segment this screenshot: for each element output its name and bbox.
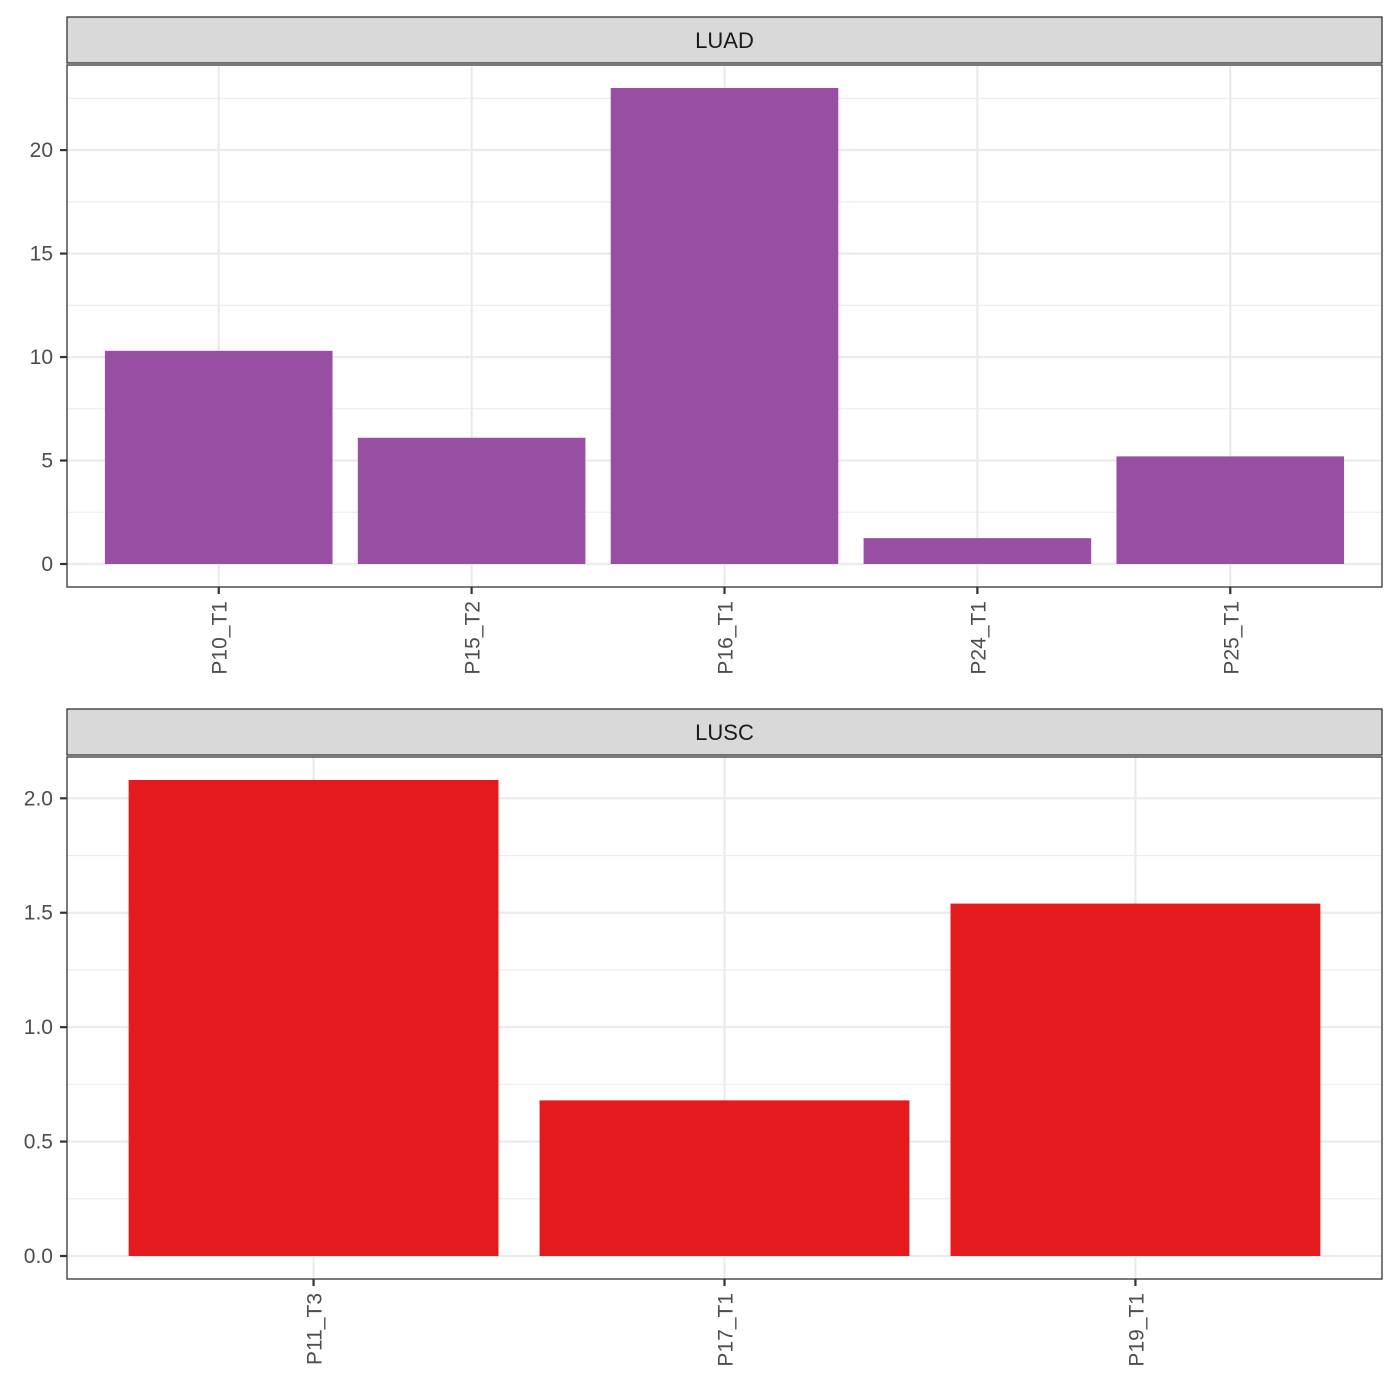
y-tick-label: 1.0: [24, 1016, 53, 1039]
y-tick-label: 0: [41, 553, 53, 576]
y-tick-label: 5: [41, 450, 53, 473]
bar-p19-t1: [950, 903, 1321, 1256]
facet-strip: [66, 708, 1383, 756]
x-tick-label: P15_T2: [462, 601, 485, 675]
facet-strip-label: LUSC: [695, 720, 754, 745]
x-tick-label: P17_T1: [715, 1293, 738, 1367]
facet-strip: [66, 16, 1383, 64]
bar-p25-t1: [1116, 456, 1345, 564]
x-tick-label: P24_T1: [967, 601, 990, 675]
facet-luad: LUAD 0 5 10 15 20 P10_T1 P15_T2 P16_T1 P24_T1 P25_…: [30, 16, 1383, 675]
x-tick-label: P11_T3: [304, 1293, 327, 1365]
x-tick-label: P16_T1: [715, 601, 738, 675]
y-tick-label: 1.5: [24, 902, 53, 925]
bar-p15-t2: [357, 437, 586, 564]
x-tick-label: P25_T1: [1220, 601, 1243, 675]
y-tick-label: 2.0: [24, 787, 53, 810]
y-tick-label: 0.5: [24, 1131, 53, 1154]
bar-p17-t1: [539, 1100, 910, 1256]
facet-lusc: LUSC 0.0 0.5 1.0 1.5 2.0 P11_T3 P17_T1 P19_T1: [24, 708, 1383, 1367]
bar-p11-t3: [128, 780, 499, 1256]
y-tick-label: 15: [30, 243, 53, 266]
y-tick-label: 20: [30, 139, 53, 162]
bar-p16-t1: [610, 88, 839, 564]
facet-strip-label: LUAD: [695, 28, 754, 53]
y-tick-label: 10: [30, 346, 53, 369]
x-tick-label: P19_T1: [1125, 1293, 1148, 1367]
bar-p24-t1: [863, 538, 1092, 564]
bar-p10-t1: [104, 350, 333, 564]
x-tick-label: P10_T1: [209, 601, 232, 675]
y-tick-label: 0.0: [24, 1245, 53, 1268]
